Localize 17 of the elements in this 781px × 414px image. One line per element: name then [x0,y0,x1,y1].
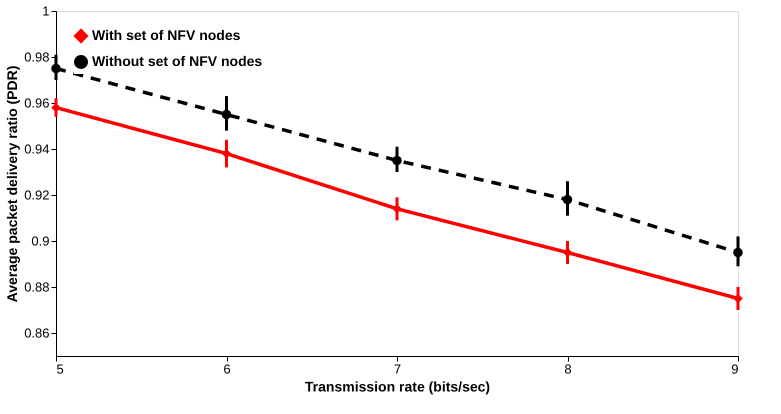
x-tick-label: 7 [394,362,402,376]
y-tick-label: 0.92 [24,188,50,202]
x-tick-label: 9 [731,362,738,376]
y-axis-title: Average packet delivery ratio (PDR) [4,66,20,302]
y-tick-label: 1 [42,4,50,18]
x-axis-title: Transmission rate (bits/sec) [304,378,490,394]
legend-label: Without set of NFV nodes [92,53,262,69]
x-tick-label: 8 [564,362,572,376]
y-tick-label: 0.9 [31,234,50,248]
y-tick-label: 0.96 [24,96,50,110]
y-tick-label: 0.98 [24,50,50,64]
y-tick-label: 0.94 [24,142,50,156]
y-tick-label: 0.86 [24,326,50,340]
legend-label: With set of NFV nodes [92,27,241,43]
x-tick-label: 6 [223,362,231,376]
y-tick-label: 0.88 [24,280,50,294]
x-tick-label: 5 [56,362,64,376]
